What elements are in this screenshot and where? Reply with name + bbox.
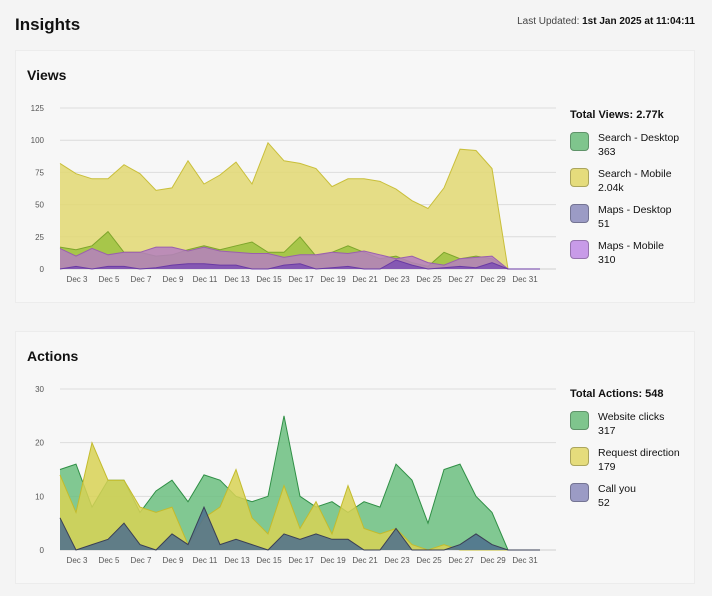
views-x-tick-label: Dec 17 [288,275,314,284]
legend-swatch [570,483,589,502]
views-chart: 0 25 50 75 100 125 Dec 3 Dec 5 Dec 7 Dec 9 Dec 11 D… [31,104,556,284]
actions-x-tick-label: Dec 3 [67,556,88,565]
legend-series-value: 2.04k [598,182,624,194]
views-y-tick-label: 25 [35,233,44,242]
legend-series-name: Maps - Desktop [598,204,672,216]
legend-series-value: 310 [598,254,616,266]
page-title: Insights [15,15,81,34]
actions-legend: Total Actions: 548 Website clicks 317 Requ… [570,388,680,518]
legend-series-name: Search - Mobile [598,168,672,180]
views-legend-item[interactable]: Search - Mobile 2.04k [570,167,679,195]
legend-swatch [570,240,589,259]
actions-y-tick-label: 10 [35,492,44,501]
legend-series-value: 52 [598,497,610,509]
views-y-tick-label: 50 [35,201,44,210]
actions-title: Actions [27,348,79,364]
legend-swatch [570,447,589,466]
legend-swatch [570,204,589,223]
views-legend-item[interactable]: Maps - Desktop 51 [570,203,679,231]
views-x-tick-label: Dec 19 [320,275,346,284]
actions-x-tick-label: Dec 25 [416,556,442,565]
actions-legend-item[interactable]: Request direction 179 [570,446,680,474]
views-legend-item[interactable]: Maps - Mobile 310 [570,239,679,267]
views-y-tick-label: 0 [40,265,45,274]
views-x-tick-label: Dec 25 [416,275,442,284]
last-updated-label: Last Updated: [517,16,580,27]
views-x-tick-label: Dec 31 [512,275,538,284]
views-y-tick-label: 100 [31,136,45,145]
views-x-tick-label: Dec 21 [352,275,378,284]
actions-x-tick-label: Dec 5 [99,556,120,565]
views-title: Views [27,67,67,83]
views-series-search-mobile [59,141,541,270]
views-x-tick-label: Dec 9 [163,275,184,284]
actions-legend-item[interactable]: Call you 52 [570,482,680,510]
views-x-tick-label: Dec 11 [193,275,218,284]
actions-card: Actions 0 10 20 30 Dec 3 Dec 5 Dec 7 Dec 9 Dec 1… [15,331,695,584]
last-updated-value: 1st Jan 2025 at 11:04:11 [582,16,695,27]
actions-x-tick-label: Dec 11 [193,556,218,565]
views-x-tick-label: Dec 13 [224,275,250,284]
last-updated: Last Updated: 1st Jan 2025 at 11:04:11 [517,16,695,27]
actions-y-tick-label: 20 [35,439,44,448]
views-legend: Total Views: 2.77k Search - Desktop 363 Se… [570,109,679,275]
views-card: Views 0 25 50 75 100 125 Dec 3 Dec 5 Dec 7 Dec 9 D… [15,50,695,303]
views-x-tick-label: Dec 5 [99,275,120,284]
legend-swatch [570,132,589,151]
views-area [60,260,540,269]
views-x-tick-label: Dec 15 [256,275,282,284]
actions-y-tick-label: 0 [40,546,45,555]
views-area [60,247,540,269]
views-series-maps-mobile [59,246,541,270]
legend-series-value: 179 [598,461,616,473]
views-x-tick-label: Dec 27 [448,275,474,284]
actions-x-tick-label: Dec 17 [288,556,314,565]
actions-x-tick-label: Dec 29 [480,556,506,565]
actions-total: Total Actions: 548 [570,388,664,400]
legend-series-name: Search - Desktop [598,132,680,144]
legend-series-value: 51 [598,218,610,230]
views-legend-item[interactable]: Search - Desktop 363 [570,131,679,159]
actions-y-tick-label: 30 [35,385,44,394]
actions-area [60,415,540,550]
views-x-tick-label: Dec 7 [131,275,152,284]
views-total: Total Views: 2.77k [570,109,664,121]
actions-x-tick-label: Dec 21 [352,556,378,565]
actions-x-tick-label: Dec 27 [448,556,474,565]
actions-x-tick-label: Dec 15 [256,556,282,565]
actions-x-tick-label: Dec 31 [512,556,538,565]
legend-series-name: Maps - Mobile [598,240,664,252]
legend-swatch [570,411,589,430]
legend-series-name: Call you [598,483,636,495]
actions-x-tick-label: Dec 9 [163,556,184,565]
views-x-tick-label: Dec 3 [67,275,88,284]
views-y-tick-label: 75 [35,168,44,177]
views-x-tick-label: Dec 29 [480,275,506,284]
actions-x-tick-label: Dec 19 [320,556,346,565]
legend-series-value: 363 [598,146,616,158]
actions-series-call-you [59,505,541,551]
actions-x-tick-label: Dec 23 [384,556,410,565]
actions-legend-item[interactable]: Website clicks 317 [570,410,680,438]
legend-swatch [570,168,589,187]
actions-x-tick-label: Dec 7 [131,556,152,565]
views-x-tick-label: Dec 23 [384,275,410,284]
legend-series-name: Website clicks [598,411,665,423]
legend-series-value: 317 [598,425,616,437]
actions-x-tick-label: Dec 13 [224,556,250,565]
actions-chart: 0 10 20 30 Dec 3 Dec 5 Dec 7 Dec 9 Dec 11 Dec 13 D… [35,385,556,565]
legend-series-name: Request direction [598,447,680,459]
views-series-maps-desktop [59,259,541,270]
views-y-tick-label: 125 [31,104,45,113]
